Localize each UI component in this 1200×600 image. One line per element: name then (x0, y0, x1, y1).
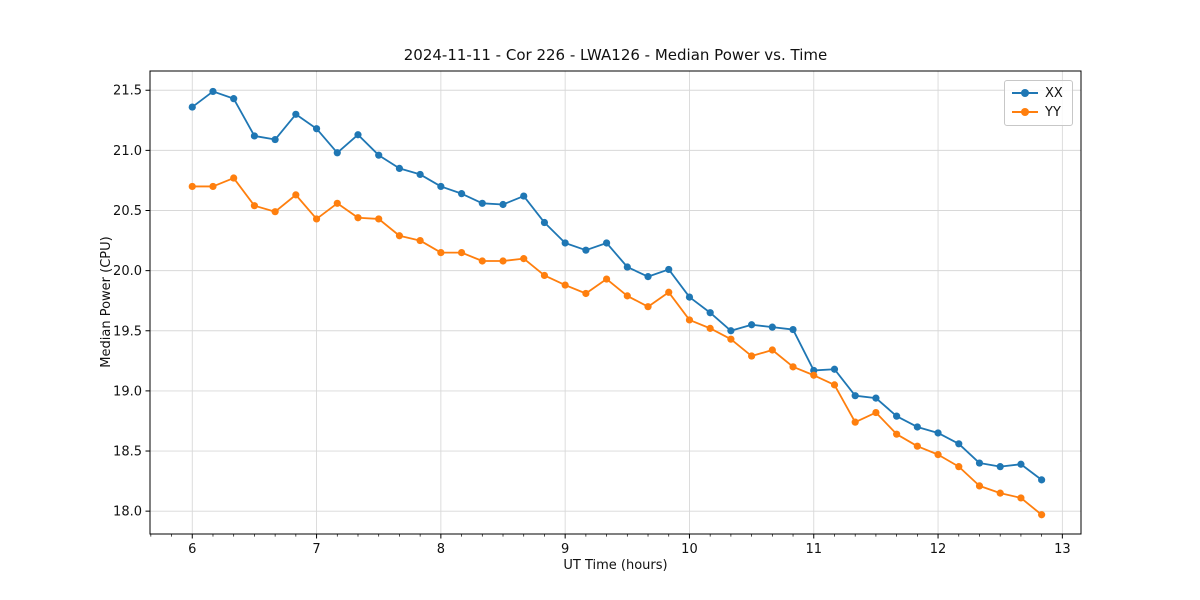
svg-text:9: 9 (561, 542, 569, 557)
y-axis-label: Median Power (CPU) (99, 171, 114, 367)
legend-item-yy: YY (1012, 103, 1063, 121)
svg-text:10: 10 (681, 542, 698, 557)
legend: XX YY (1004, 80, 1073, 126)
yy-series-swatch (1012, 108, 1038, 116)
svg-text:11: 11 (805, 542, 822, 557)
svg-text:12: 12 (930, 542, 947, 557)
svg-text:21.5: 21.5 (113, 84, 142, 99)
svg-text:19.5: 19.5 (113, 324, 142, 339)
legend-item-xx: XX (1012, 84, 1063, 102)
svg-text:13: 13 (1054, 542, 1071, 557)
y-axis-label-text: Median Power (CPU) (99, 236, 114, 368)
yy-marker-sample (1021, 108, 1029, 116)
svg-text:19.0: 19.0 (113, 384, 142, 399)
svg-text:7: 7 (312, 542, 320, 557)
svg-text:21.0: 21.0 (113, 144, 142, 159)
svg-text:18.0: 18.0 (113, 505, 142, 520)
svg-text:20.5: 20.5 (113, 204, 142, 219)
legend-label-xx: XX (1045, 85, 1063, 101)
xx-series-swatch (1012, 89, 1038, 97)
svg-text:18.5: 18.5 (113, 445, 142, 460)
xx-marker-sample (1021, 89, 1029, 97)
svg-text:8: 8 (437, 542, 445, 557)
chart-title: 2024-11-11 - Cor 226 - LWA126 - Median P… (403, 46, 828, 64)
x-axis-label: UT Time (hours) (563, 558, 668, 573)
svg-text:6: 6 (188, 542, 196, 557)
legend-label-yy: YY (1045, 104, 1061, 120)
svg-text:20.0: 20.0 (113, 264, 142, 279)
